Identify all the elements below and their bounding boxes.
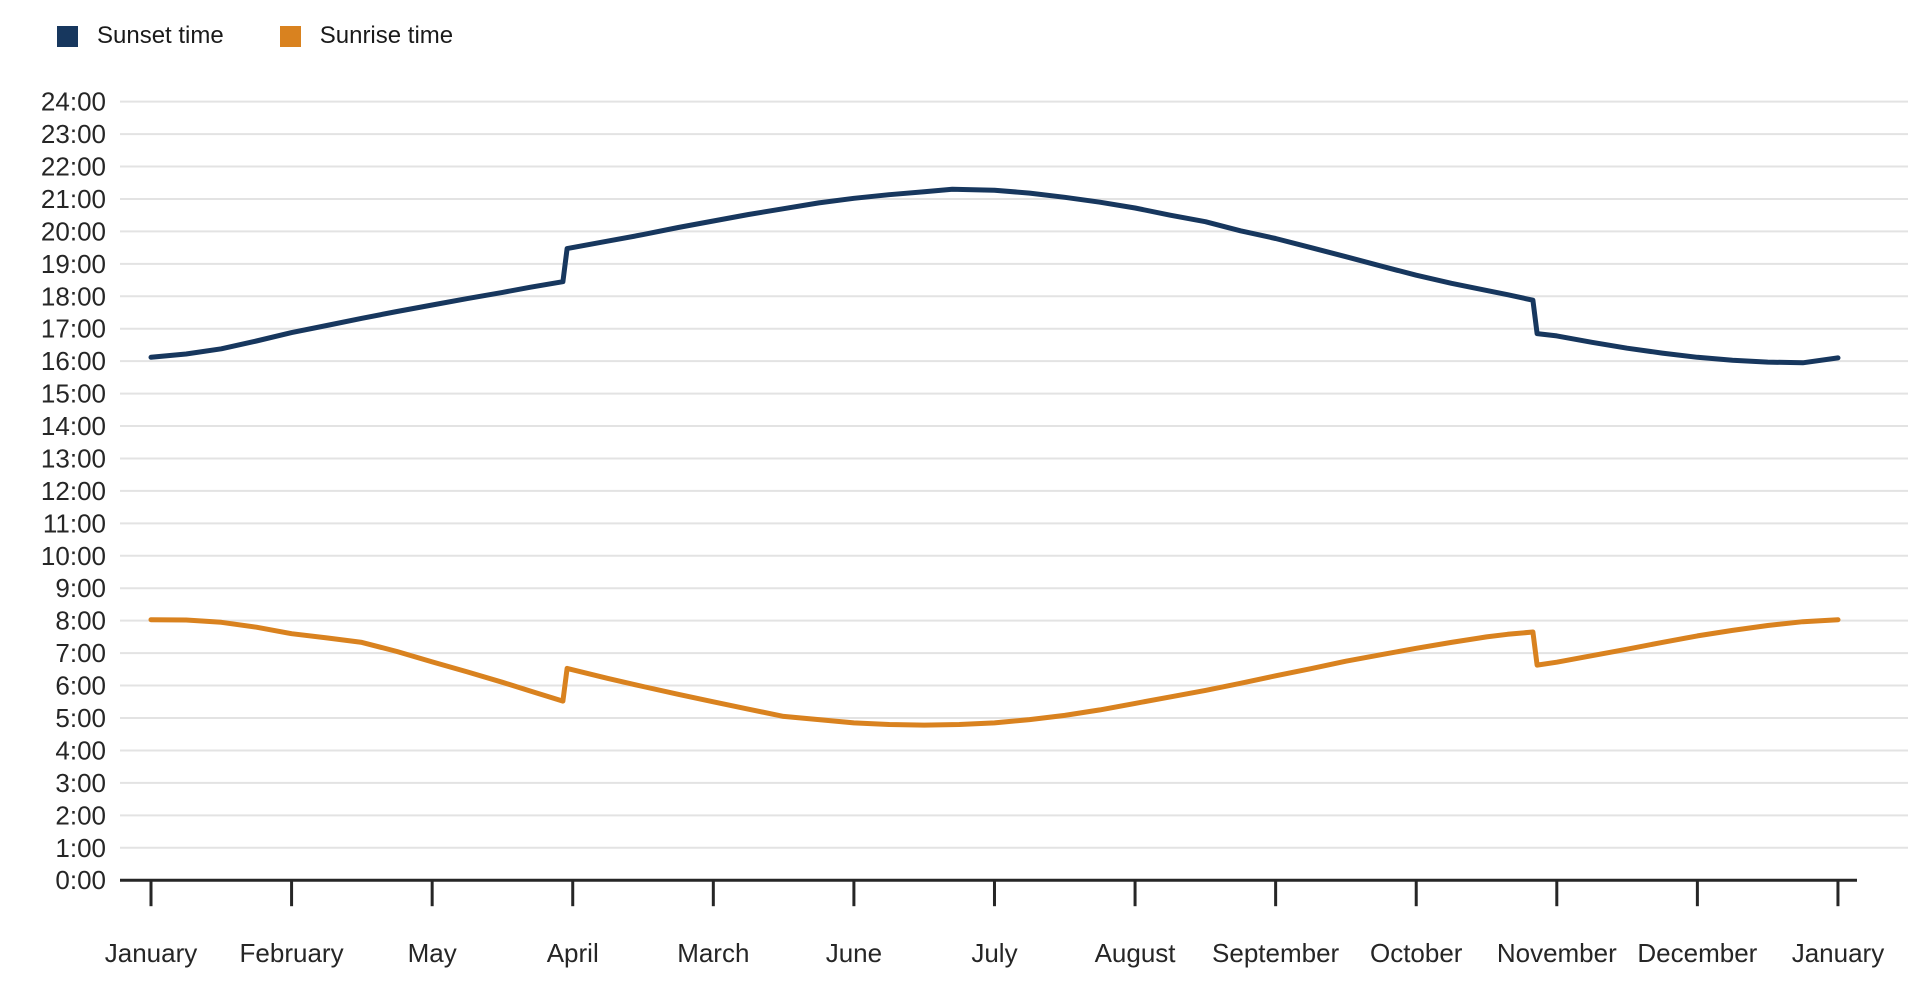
x-axis-label: February [240,938,344,968]
y-axis-label: 15:00 [41,379,106,409]
y-axis-label: 13:00 [41,443,106,473]
x-axis-label: June [826,938,882,968]
x-axis-label: January [1792,938,1885,968]
y-axis-label: 8:00 [55,606,106,636]
y-axis-label: 18:00 [41,281,106,311]
x-axis-label: December [1637,938,1757,968]
y-axis-label: 11:00 [43,508,106,538]
y-axis-label: 9:00 [55,573,106,603]
y-axis-label: 20:00 [41,216,106,246]
sunrise-line [148,617,1841,728]
y-axis-label: 22:00 [41,152,106,182]
chart-legend: Sunset time Sunrise time [57,24,453,48]
y-axis-label: 4:00 [55,735,106,765]
y-axis-label: 21:00 [41,184,106,214]
legend-item-sunrise[interactable]: Sunrise time [279,22,454,49]
legend-item-sunset[interactable]: Sunset time [57,24,224,48]
y-axis-label: 24:00 [41,87,106,117]
y-axis-label: 16:00 [41,346,106,376]
sunset-line [148,186,1841,366]
x-axis-label: April [547,938,599,968]
y-gridlines [120,100,1908,849]
x-axis-ticks [149,881,1840,907]
x-axis-label: January [105,938,198,968]
x-axis-label: August [1095,938,1177,968]
legend-label-sunset: Sunset time [97,22,224,49]
sunrise-swatch-icon [279,25,301,47]
y-axis-label: 19:00 [41,249,106,279]
y-axis-label: 14:00 [41,411,106,441]
y-axis-label: 6:00 [55,671,106,701]
y-axis-label: 7:00 [55,638,106,668]
y-axis-label: 5:00 [55,703,106,733]
y-axis-label: 1:00 [55,833,106,863]
legend-label-sunrise: Sunrise time [319,22,454,49]
x-axis-label: July [971,938,1017,968]
x-axis-label: May [408,938,457,968]
y-axis-labels: 24:0023:0022:0021:0020:0019:0018:0017:00… [41,87,106,896]
x-axis-label: November [1497,938,1617,968]
y-axis-label: 2:00 [55,800,106,830]
y-axis-label: 10:00 [41,541,106,571]
y-axis-label: 17:00 [41,314,106,344]
x-axis-label: September [1212,938,1340,968]
x-axis-label: March [677,938,749,968]
y-axis-label: 23:00 [41,119,106,149]
x-axis-labels: January February May April March June July Augu… [105,938,1884,968]
sunset-swatch-icon [57,25,78,47]
x-axis-label: October [1370,938,1463,968]
y-axis-label: 0:00 [55,865,106,895]
y-axis-label: 3:00 [55,768,106,798]
y-axis-label: 12:00 [41,476,106,506]
